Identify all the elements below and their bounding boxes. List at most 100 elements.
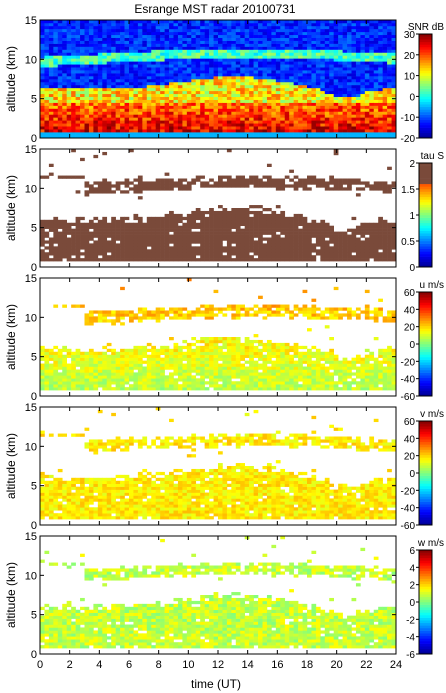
- heatmap-cell: [364, 76, 370, 80]
- heatmap-cell: [302, 111, 308, 115]
- heatmap-cell: [311, 243, 317, 247]
- heatmap-cell: [173, 73, 179, 77]
- heatmap-cell: [342, 102, 348, 106]
- heatmap-cell: [137, 255, 143, 259]
- heatmap-cell: [262, 249, 268, 253]
- heatmap-cell: [44, 129, 50, 133]
- heatmap-cell: [284, 46, 290, 50]
- heatmap-cell: [177, 52, 183, 56]
- heatmap-cell: [97, 52, 103, 56]
- heatmap-cell: [84, 258, 90, 262]
- heatmap-cell: [106, 114, 112, 118]
- heatmap-cell: [191, 105, 197, 109]
- heatmap-cell: [351, 64, 357, 68]
- heatmap-cell: [387, 20, 392, 24]
- heatmap-cell: [191, 117, 197, 121]
- heatmap-cell: [133, 90, 139, 95]
- heatmap-cell: [88, 31, 94, 36]
- colorbar-swatch: [419, 238, 432, 242]
- heatmap-cell: [62, 381, 67, 385]
- heatmap-cell: [240, 67, 245, 71]
- heatmap-cell: [182, 40, 188, 44]
- heatmap-cell: [120, 79, 125, 83]
- heatmap-cell: [191, 213, 197, 218]
- heatmap-cell: [200, 49, 205, 53]
- heatmap-cell: [137, 117, 143, 121]
- heatmap-cell: [235, 64, 241, 68]
- heatmap-cell: [102, 84, 108, 89]
- heatmap-cell: [173, 67, 179, 71]
- heatmap-cell: [378, 43, 383, 47]
- heatmap-cell: [88, 231, 94, 235]
- heatmap-cell: [293, 22, 299, 27]
- colorbar-swatch: [419, 60, 432, 63]
- heatmap-cell: [253, 222, 259, 226]
- heatmap-cell: [355, 31, 361, 36]
- heatmap-cell: [369, 70, 375, 74]
- heatmap-cell: [57, 46, 63, 50]
- heatmap-cell: [106, 184, 112, 188]
- heatmap-cell: [240, 129, 245, 133]
- heatmap-cell: [129, 237, 134, 241]
- heatmap-cell: [218, 249, 223, 253]
- heatmap-cell: [124, 222, 130, 226]
- heatmap-cell: [200, 222, 205, 226]
- heatmap-cell: [249, 46, 254, 50]
- heatmap-cell: [338, 120, 343, 124]
- heatmap-cell: [97, 225, 103, 229]
- heatmap-cell: [53, 255, 59, 259]
- heatmap-cell: [324, 105, 330, 109]
- colorbar-swatch: [419, 233, 432, 237]
- heatmap-cell: [231, 178, 237, 182]
- heatmap-cell: [169, 73, 174, 77]
- heatmap-cell: [80, 61, 85, 65]
- heatmap-cell: [129, 117, 134, 121]
- heatmap-cell: [338, 231, 343, 235]
- heatmap-cell: [360, 255, 366, 259]
- heatmap-cell: [164, 25, 170, 30]
- heatmap-cell: [133, 96, 139, 100]
- heatmap-cell: [160, 243, 165, 247]
- heatmap-cell: [111, 25, 116, 30]
- heatmap-cell: [93, 126, 99, 130]
- heatmap-cell: [315, 111, 321, 115]
- heatmap-cell: [80, 225, 85, 229]
- heatmap-cell: [289, 25, 294, 30]
- heatmap-cell: [235, 222, 241, 226]
- heatmap-cell: [284, 67, 290, 71]
- heatmap-cell: [164, 70, 170, 74]
- heatmap-cell: [88, 123, 94, 127]
- heatmap-cell: [231, 114, 237, 118]
- heatmap-cell: [284, 114, 290, 118]
- colorbar-swatch: [419, 215, 432, 218]
- heatmap-cell: [298, 46, 303, 50]
- heatmap-cell: [240, 49, 245, 53]
- heatmap-cell: [204, 126, 210, 130]
- heatmap-cell: [102, 126, 108, 130]
- heatmap-cell: [111, 216, 116, 221]
- heatmap-cell: [204, 81, 210, 86]
- heatmap-cell: [240, 108, 245, 112]
- heatmap-cell: [48, 372, 54, 376]
- heatmap-cell: [351, 22, 357, 27]
- heatmap-cell: [48, 366, 54, 370]
- heatmap-cell: [142, 237, 148, 241]
- heatmap-cell: [280, 210, 286, 215]
- heatmap-cell: [66, 237, 72, 241]
- heatmap-cell: [284, 25, 290, 30]
- y-tick-label: 10: [25, 54, 37, 66]
- heatmap-cell: [200, 237, 205, 241]
- heatmap-cell: [275, 105, 281, 109]
- heatmap-cell: [93, 216, 99, 221]
- heatmap-cell: [271, 43, 277, 47]
- heatmap-cell: [84, 225, 90, 229]
- heatmap-cell: [218, 40, 223, 44]
- heatmap-cell: [129, 28, 134, 33]
- heatmap-cell: [369, 102, 375, 106]
- heatmap-cell: [231, 25, 237, 30]
- heatmap-cell: [382, 105, 388, 109]
- heatmap-cell: [75, 81, 81, 86]
- colorbar-tick-label: 10: [404, 72, 416, 83]
- heatmap-cell: [347, 99, 352, 103]
- heatmap-cell: [164, 58, 170, 62]
